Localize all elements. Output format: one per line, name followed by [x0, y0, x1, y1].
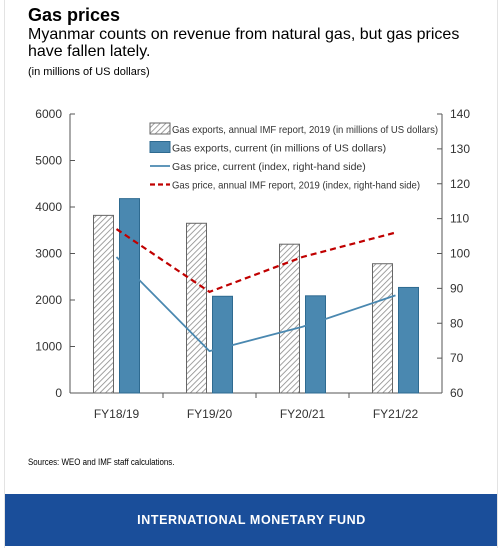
right-axis-tick-label: 70	[450, 351, 464, 365]
right-axis-tick-label: 90	[450, 281, 464, 295]
x-axis-category-label: FY21/22	[373, 407, 419, 421]
chart-legend: Gas exports, annual IMF report, 2019 (in…	[149, 122, 438, 192]
source-note: Sources: WEO and IMF staff calculations.	[28, 457, 175, 467]
bar-exports-current	[398, 286, 419, 394]
bar-exports-imf-2019	[279, 243, 300, 394]
legend-swatch-hatched	[149, 122, 171, 135]
chart-axes: 0 1000 2000 3000 4000 5000 6000 60 70 80 90 100 110 1…	[35, 107, 470, 421]
legend-entry-label: Gas exports, current (in millions of US …	[172, 143, 386, 155]
units-note: (in millions of US dollars)	[28, 66, 150, 78]
left-axis-tick-label: 1000	[35, 340, 62, 354]
right-axis-tick-label: 130	[450, 142, 470, 156]
right-axis-tick-label: 140	[450, 107, 470, 121]
left-axis-tick-label: 6000	[35, 107, 62, 121]
chart-bars	[93, 198, 419, 394]
bar-exports-current	[212, 295, 233, 394]
legend-entry-label: Gas price, annual IMF report, 2019 (inde…	[172, 180, 420, 192]
line-price-imf-2019	[115, 228, 396, 294]
chart-lines	[115, 228, 396, 353]
right-axis-tick-label: 120	[450, 177, 470, 191]
footer-banner: INTERNATIONAL MONETARY FUND	[5, 494, 498, 546]
left-axis-tick-label: 5000	[35, 154, 62, 168]
x-axis-category-label: FY18/19	[94, 407, 140, 421]
x-axis-category-label: FY20/21	[280, 407, 326, 421]
bar-exports-imf-2019	[186, 222, 207, 394]
footer-label: INTERNATIONAL MONETARY FUND	[137, 513, 366, 527]
left-axis-tick-label: 0	[55, 386, 62, 400]
right-axis-tick-label: 100	[450, 247, 470, 261]
legend-entry-label: Gas exports, annual IMF report, 2019 (in…	[172, 124, 438, 136]
bar-exports-imf-2019	[372, 263, 393, 394]
legend-swatch-solid	[149, 141, 171, 153]
line-price-current	[115, 256, 396, 353]
chart-title: Gas prices	[28, 5, 121, 25]
right-axis-tick-label: 110	[450, 212, 469, 226]
bar-exports-current	[119, 198, 140, 394]
left-axis-tick-label: 2000	[35, 293, 62, 307]
left-axis-tick-label: 3000	[35, 247, 62, 261]
bar-exports-current	[305, 295, 326, 394]
left-axis-tick-label: 4000	[35, 200, 62, 214]
chart-subtitle: Myanmar counts on revenue from natural g…	[28, 26, 460, 60]
gas-prices-chart: 0 1000 2000 3000 4000 5000 6000 60 70 80 90 100 110 1…	[35, 107, 470, 421]
legend-entry-label: Gas price, current (index, right-hand si…	[172, 161, 366, 173]
right-axis-tick-label: 80	[450, 316, 464, 330]
bar-exports-imf-2019	[93, 214, 114, 394]
x-axis-category-label: FY19/20	[187, 407, 233, 421]
right-axis-tick-label: 60	[450, 386, 464, 400]
